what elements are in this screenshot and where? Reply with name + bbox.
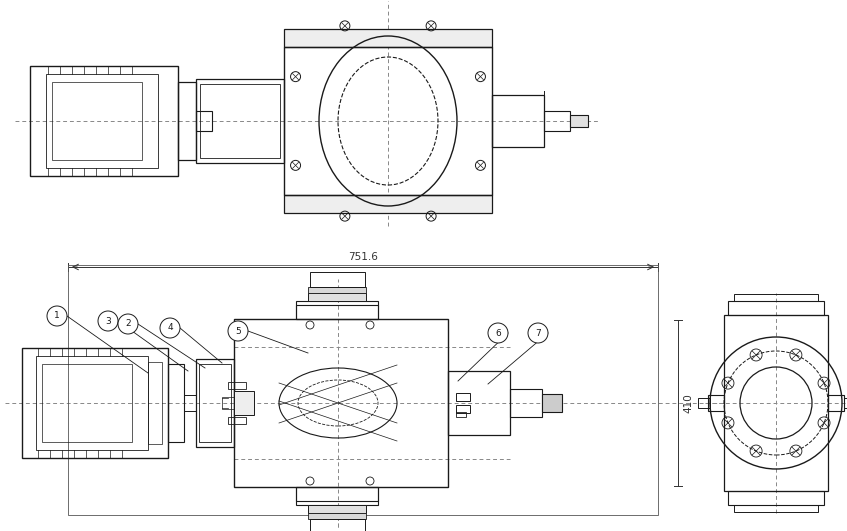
Bar	[30, 66, 178, 176]
Circle shape	[118, 314, 138, 334]
Bar	[22, 348, 168, 458]
Bar	[68, 265, 658, 515]
Bar	[296, 305, 378, 319]
Bar	[542, 394, 562, 412]
Text: 2: 2	[125, 320, 130, 329]
Bar	[196, 111, 212, 131]
Bar	[148, 362, 162, 444]
Bar	[734, 505, 818, 512]
Bar	[46, 74, 158, 168]
Bar	[844, 398, 847, 408]
Bar	[310, 519, 365, 531]
Circle shape	[528, 323, 548, 343]
Bar	[199, 364, 231, 442]
Bar	[284, 195, 492, 213]
Bar	[308, 287, 366, 293]
Circle shape	[228, 321, 248, 341]
Circle shape	[160, 318, 180, 338]
Bar	[544, 111, 570, 131]
Bar	[734, 294, 818, 301]
Bar	[296, 487, 378, 505]
Bar	[448, 371, 510, 435]
Bar	[456, 412, 466, 417]
Circle shape	[47, 306, 67, 326]
Circle shape	[98, 311, 118, 331]
Bar	[456, 405, 470, 413]
Bar	[178, 82, 196, 160]
Bar	[308, 513, 366, 519]
Text: 1: 1	[54, 312, 60, 321]
Circle shape	[488, 323, 508, 343]
Text: 3: 3	[105, 316, 111, 326]
Bar	[728, 301, 824, 315]
Bar	[724, 315, 828, 491]
Bar	[570, 115, 588, 127]
Bar	[196, 359, 234, 447]
Bar	[42, 364, 132, 442]
Bar	[296, 487, 378, 501]
Text: 7: 7	[535, 329, 541, 338]
Bar	[828, 395, 844, 411]
Bar	[728, 491, 824, 505]
Text: 5: 5	[235, 327, 241, 336]
Text: 751.6: 751.6	[348, 252, 378, 262]
Bar	[222, 397, 234, 409]
Bar	[708, 395, 724, 411]
Bar	[310, 272, 365, 287]
Bar	[184, 395, 196, 411]
Bar	[284, 47, 492, 195]
Text: 4: 4	[167, 323, 173, 332]
Bar	[234, 391, 254, 415]
Bar	[492, 95, 544, 147]
Text: 410: 410	[683, 393, 693, 413]
Bar	[456, 393, 470, 401]
Bar	[200, 84, 280, 158]
Bar	[228, 382, 246, 389]
Bar	[168, 364, 184, 442]
Bar	[308, 505, 366, 513]
Bar	[52, 82, 142, 160]
Bar	[196, 79, 284, 163]
Text: 6: 6	[495, 329, 501, 338]
Bar	[296, 301, 378, 319]
Bar	[308, 293, 366, 301]
Bar	[234, 319, 448, 487]
Bar	[36, 356, 148, 450]
Bar	[510, 389, 542, 417]
Bar	[698, 398, 710, 408]
Bar	[284, 29, 492, 47]
Bar	[228, 417, 246, 424]
